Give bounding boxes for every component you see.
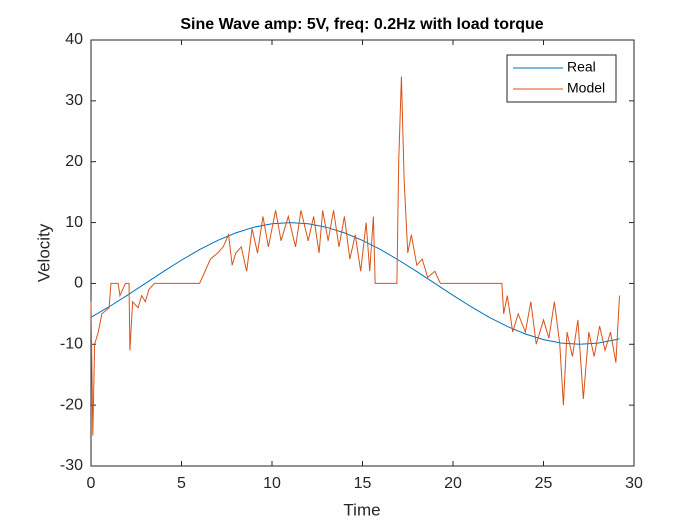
x-tick-label: 30: [625, 475, 643, 492]
x-tick-label: 20: [444, 475, 462, 492]
x-tick-label: 10: [263, 475, 281, 492]
x-tick-label: 25: [535, 475, 553, 492]
chart-title: Sine Wave amp: 5V, freq: 0.2Hz with load…: [180, 16, 543, 33]
x-tick-label: 5: [177, 475, 186, 492]
x-tick-label: 0: [87, 475, 96, 492]
legend-label: Real: [567, 59, 596, 75]
x-tick-label: 15: [354, 475, 372, 492]
y-tick-label: 30: [65, 92, 83, 109]
y-tick-label: 0: [74, 275, 83, 292]
y-tick-label: 20: [65, 153, 83, 170]
y-tick-label: -30: [60, 457, 83, 474]
x-axis-label: Time: [343, 500, 380, 519]
series-line: [90, 76, 621, 436]
y-tick-label: 40: [65, 31, 83, 48]
legend-label: Model: [567, 80, 605, 96]
series-line: [90, 222, 620, 345]
y-tick-label: -10: [60, 336, 83, 353]
plot-frame: [90, 39, 635, 467]
y-axis-label: Velocity: [34, 223, 53, 282]
y-tick-label: -20: [60, 396, 83, 413]
legend-box: [506, 54, 617, 103]
y-tick-label: 10: [65, 214, 83, 231]
legend: Real Model: [506, 54, 617, 103]
